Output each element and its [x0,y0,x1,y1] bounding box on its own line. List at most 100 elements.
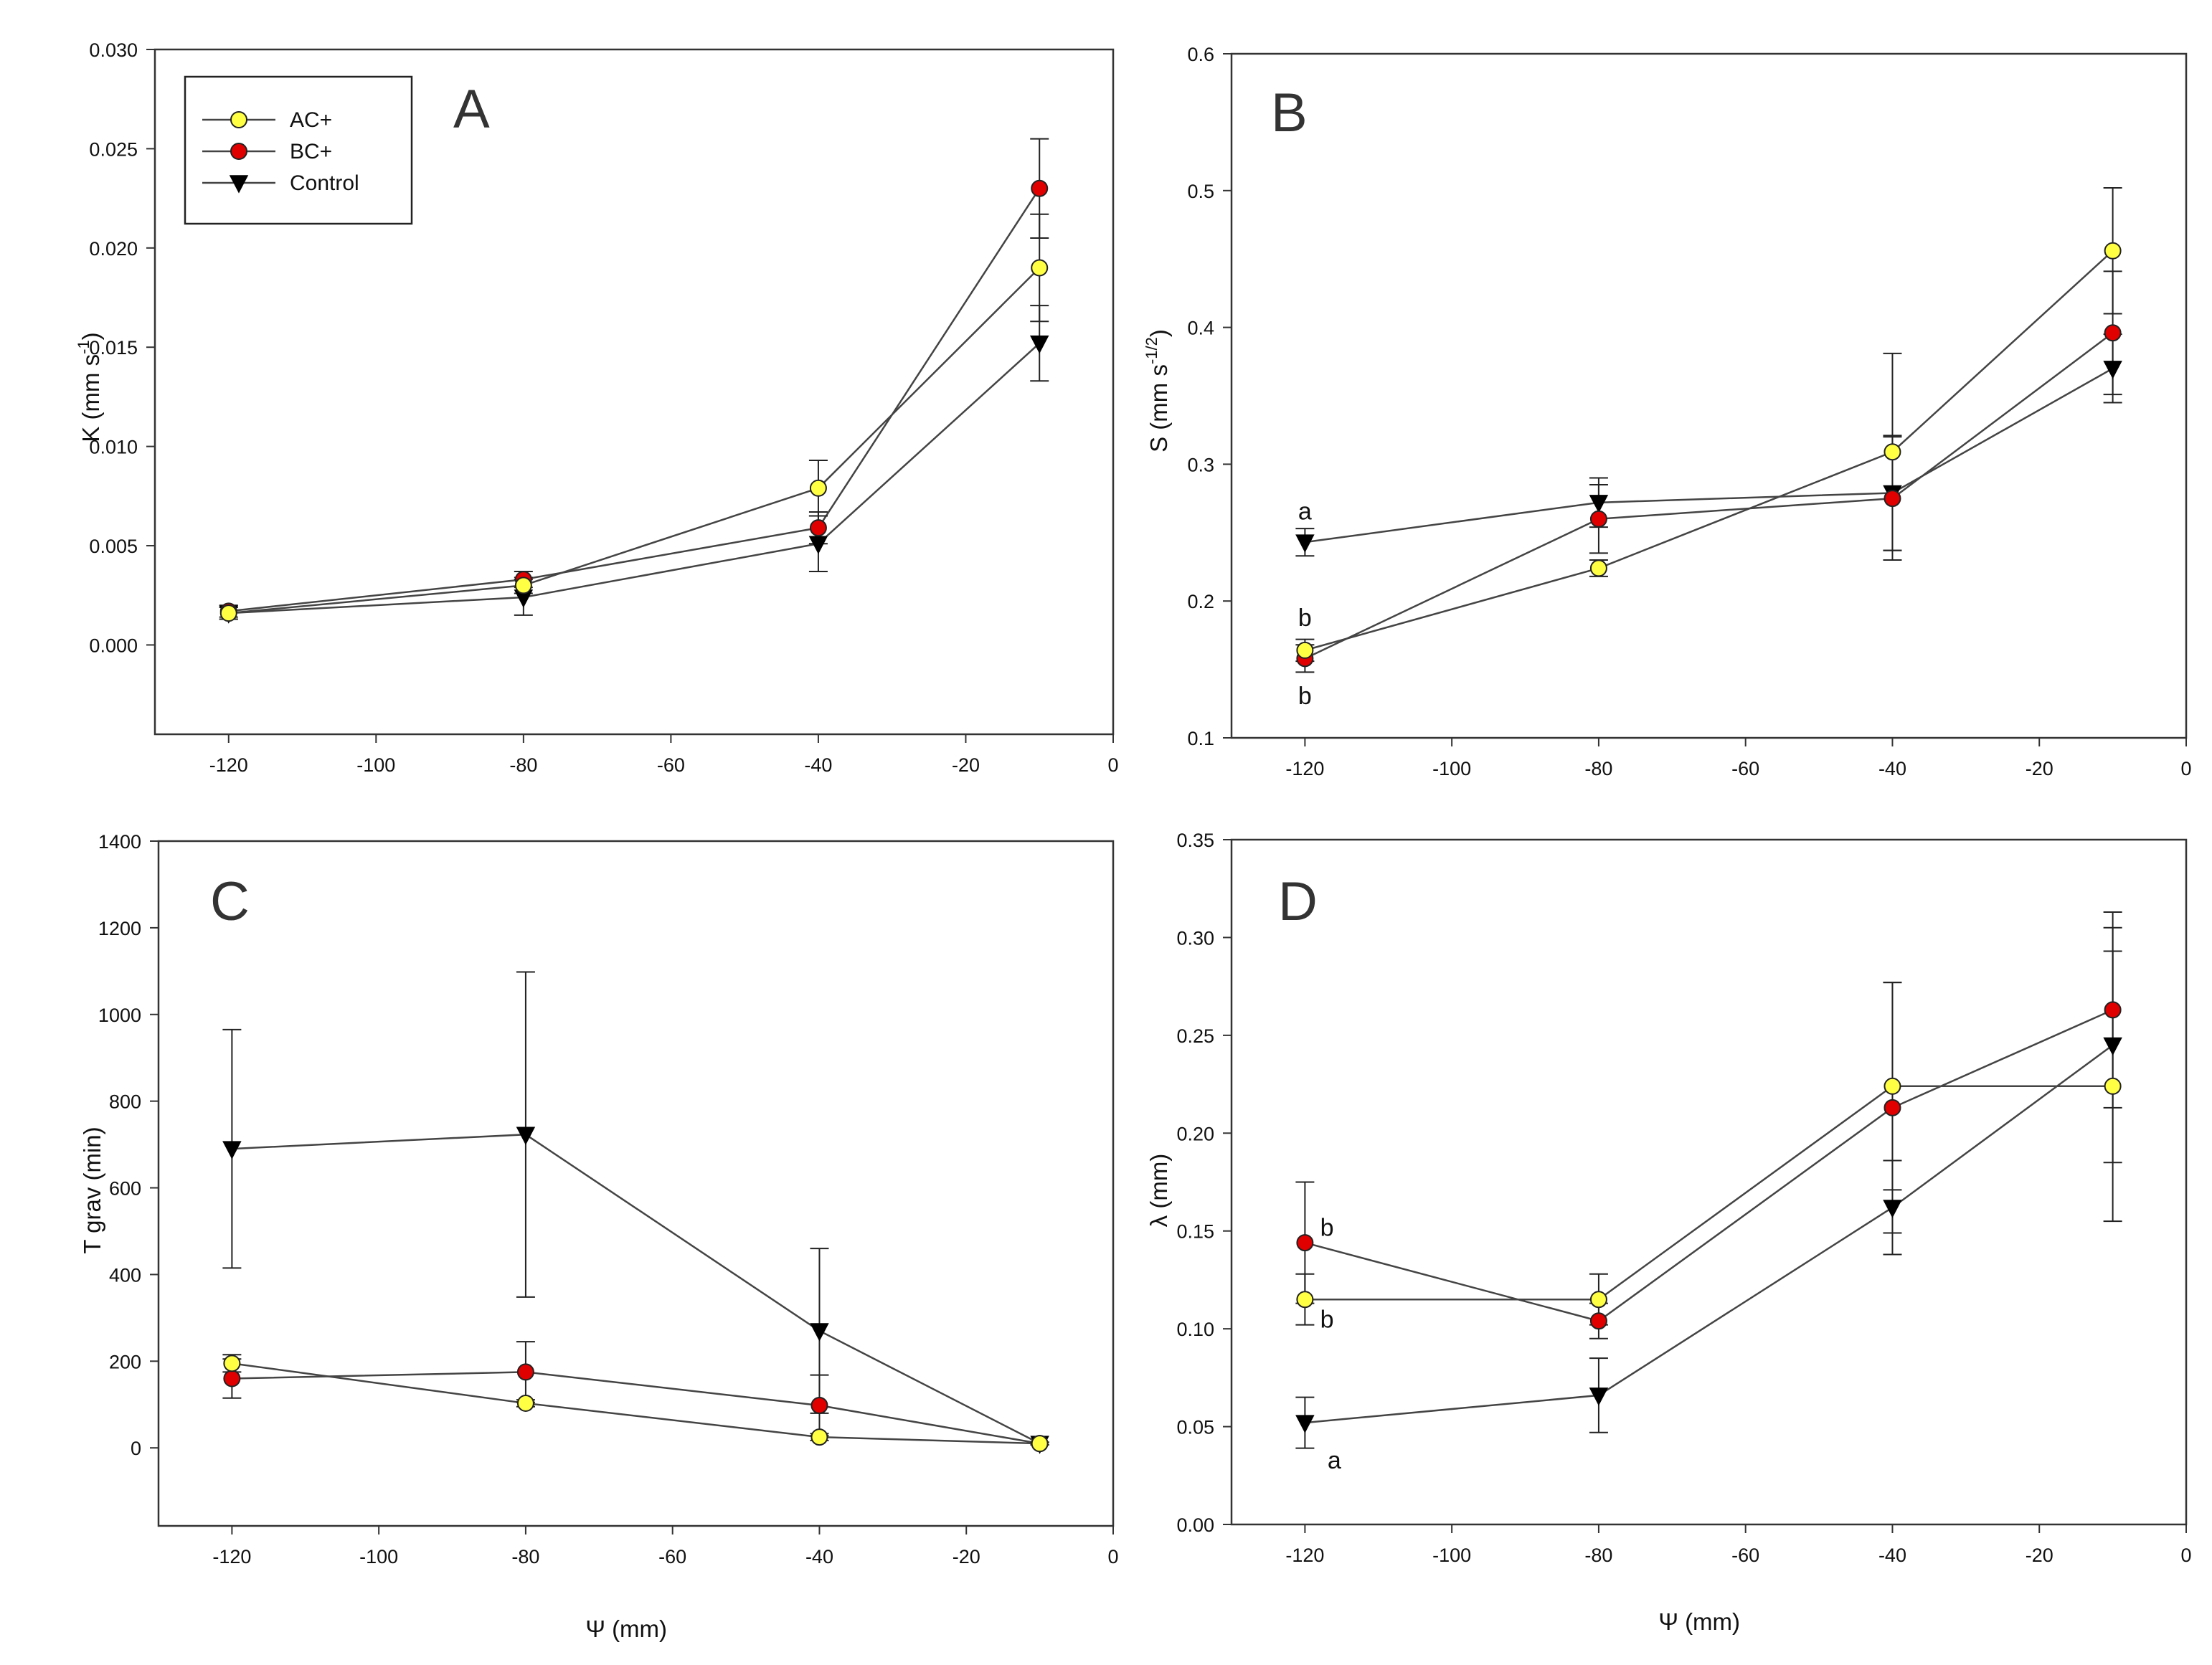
panel-c-point-ac-plus [810,1428,828,1446]
panel-c-ytick-label: 1200 [98,918,141,939]
panel-b-ytick-label: 0.6 [1187,44,1214,65]
panel-c-ytick-label: 600 [109,1178,141,1200]
panel-d-xtick-label: -20 [2026,1545,2053,1566]
panel-c-point-ac-plus [1031,1435,1049,1453]
panel-d-point-control [2103,1037,2122,1056]
panel-b-ylabel: S (mm s-1/2) [1143,329,1172,452]
panel-b-xtick-label: -60 [1731,758,1759,779]
panel-b-xtick-label: -20 [2026,758,2053,779]
panel-b-series-line-control [1305,367,2114,544]
legend-label-bc-plus: BC+ [290,140,332,163]
panel-c-frame [157,840,1115,1527]
panel-a-xtick-label: 0 [1107,754,1118,776]
panel-c-xlabel: Ψ (mm) [585,1616,667,1642]
panel-d-ytick-label: 0.20 [1176,1123,1214,1144]
legend-marker-control [229,175,249,194]
panel-c-series-line-control [232,1133,1041,1445]
panel-a: -120 -100 -80 -60 -40 -20 0 0.000 0.005 0.010 0.01… [75,39,1119,776]
panel-a-xtick-label: -80 [509,754,537,776]
panel-d-xtick-label: -40 [1878,1545,1906,1566]
panel-d-point-bc-plus [1589,1312,1607,1330]
panel-d-point-ac-plus [1589,1291,1607,1309]
panel-d-ytick-label: 0.30 [1176,927,1214,949]
panel-d-xtick-label: -100 [1432,1545,1471,1566]
panel-c-ytick-label: 800 [109,1091,141,1113]
panel-d-xtick-label: -60 [1731,1545,1759,1566]
panel-d-point-ac-plus [2104,1077,2122,1095]
panel-c-xtick-label: -100 [359,1546,398,1567]
panel-a-point-ac-plus [1031,259,1049,277]
panel-d-point-ac-plus [1883,1077,1901,1095]
panel-a-xtick-label: -100 [356,754,395,776]
panel-d-point-ac-plus [1296,1291,1314,1309]
panel-d-series-line-bc-plus [1305,1009,2114,1322]
panel-a-ytick-label: 0.025 [89,138,138,160]
panel-c-point-bc-plus [810,1396,828,1414]
panel-b-frame [1230,52,2188,739]
panel-d-significance-letter: a [1328,1447,1341,1474]
panel-d-point-control [1883,1200,1902,1218]
panel-d-xtick-label: 0 [2180,1545,2191,1566]
panel-b-ytick-label: 0.3 [1187,454,1214,475]
panel-d-ylabel: λ (mm) [1145,1154,1172,1228]
legend-marker-bc-plus [230,143,247,160]
panel-a-series-line-ac-plus [228,267,1041,615]
panel-d-point-control [1295,1415,1315,1433]
panel-c-ytick-label: 400 [109,1264,141,1286]
panel-b-ytick-label: 0.1 [1187,728,1214,749]
panel-a-point-control [808,536,828,554]
panel-d-point-control [1589,1388,1609,1406]
panel-c-xtick-label: -20 [953,1546,980,1567]
panel-a-ytick-label: 0.030 [89,39,138,61]
panel-a-point-ac-plus [219,604,237,622]
panel-a-series-line-bc-plus [228,188,1041,612]
panel-d-series-line-ac-plus [1305,1085,2113,1301]
panel-a-ytick-label: 0.020 [89,238,138,260]
panel-b: -120 -100 -80 -60 -40 -20 0 0.1 0.2 0.3 0.4 0.5 0.6 S… [1143,44,2192,779]
panel-b-significance-letter: a [1298,498,1312,525]
panel-d-series-line-control [1305,1044,2114,1424]
panel-d-ytick-label: 0.15 [1176,1221,1214,1243]
panel-b-xtick-label: -120 [1285,758,1324,779]
panel-a-point-ac-plus [514,577,532,594]
panel-c-ytick-label: 0 [131,1438,141,1459]
panel-d-frame [1230,838,2188,1526]
legend-label-control: Control [290,171,359,195]
panel-d-xtick-label: -120 [1285,1545,1324,1566]
panel-d-ytick-label: 0.00 [1176,1514,1214,1536]
panel-d-ytick-label: 0.35 [1176,830,1214,851]
panel-d: -120 -100 -80 -60 -40 -20 0 0.00 0.05 0.10 0.15 0.2… [1145,830,2192,1635]
panel-a-ylabel: K (mm s-1) [75,332,104,442]
panel-a-xtick-label: -40 [804,754,832,776]
panel-d-ytick-label: 0.05 [1176,1417,1214,1438]
panel-a-xtick-label: -20 [952,754,980,776]
legend-label-ac-plus: AC+ [290,108,332,132]
panel-b-point-bc-plus [1589,510,1607,528]
panel-b-point-control [2103,361,2122,379]
panel-d-ytick-label: 0.25 [1176,1025,1214,1047]
panel-b-xtick-label: -40 [1878,758,1906,779]
panel-c-ytick-label: 1400 [98,831,141,853]
panel-b-xtick-label: -80 [1584,758,1612,779]
panel-c-xtick-label: -120 [212,1546,251,1567]
panel-c-ytick-label: 1000 [98,1005,141,1026]
panel-b-point-bc-plus [1883,490,1901,508]
panel-c-xtick-label: -40 [805,1546,833,1567]
panel-a-frame [153,48,1115,736]
panel-d-significance-letter: b [1320,1214,1334,1241]
panel-c-ytick-label: 200 [109,1351,141,1372]
panel-a-point-bc-plus [1031,179,1049,197]
panel-b-point-ac-plus [1883,443,1901,461]
panel-c-letter: C [210,871,250,932]
panel-b-point-bc-plus [2104,324,2122,342]
panel-c-point-control [516,1126,536,1145]
panel-a-point-control [1029,335,1049,354]
panel-d-point-bc-plus [1883,1099,1901,1116]
panel-b-xtick-label: 0 [2180,758,2191,779]
panel-d-significance-letter: b [1320,1306,1334,1334]
panel-c-point-bc-plus [223,1370,241,1388]
panel-d-point-bc-plus [2104,1001,2122,1019]
panel-c-ylabel: T grav (min) [79,1126,105,1253]
panel-b-significance-letter: b [1298,683,1312,710]
